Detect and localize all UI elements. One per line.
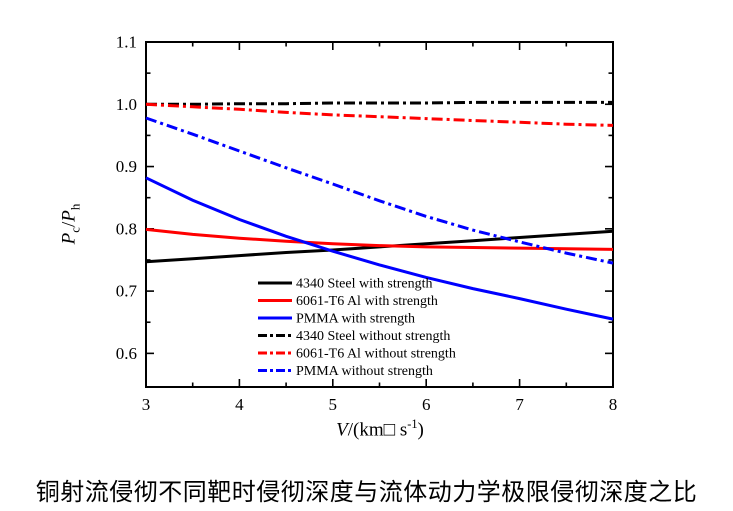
series-line-6	[145, 116, 614, 265]
ylabel-symbol-2: P	[58, 210, 80, 222]
x-tick-label: 6	[422, 395, 431, 414]
y-tick-label: 0.8	[116, 219, 137, 238]
x-tick-label: 8	[609, 395, 618, 414]
axis-ticks	[145, 41, 614, 387]
x-tick-label: 7	[515, 395, 524, 414]
y-tick-label: 0.9	[116, 157, 137, 176]
xlabel-units: /(km□ s	[347, 419, 408, 441]
ylabel-subscript-h: h	[67, 203, 83, 211]
legend-label: PMMA without strength	[296, 364, 433, 379]
series-line-5	[145, 102, 614, 127]
legend-item-1: 4340 Steel with strength	[258, 277, 433, 292]
y-tick-label: 1.1	[116, 33, 137, 52]
legend-item-5: 6061-T6 Al without strength	[258, 347, 456, 362]
y-tick-label: 1.0	[116, 95, 137, 114]
series-line-3	[145, 176, 614, 321]
y-axis-label: Pc/Ph	[59, 204, 84, 245]
y-tick-labels: 0.6 0.7 0.8 0.9 1.0 1.1	[116, 33, 138, 363]
ylabel-subscript-c: c	[67, 227, 83, 233]
figure-caption: 铜射流侵彻不同靶时侵彻深度与流体动力学极限侵彻深度之比	[35, 480, 698, 506]
xlabel-close-paren: )	[417, 419, 424, 441]
legend-item-2: 6061-T6 Al with strength	[258, 294, 438, 309]
legend-label: 6061-T6 Al with strength	[296, 294, 438, 309]
legend-label: 4340 Steel without strength	[296, 329, 450, 344]
legend-item-3: PMMA with strength	[258, 312, 415, 327]
line-chart-canvas: 3 4 5 6 7 8 0.6 0.7 0.8 0.9 1.0 1.1 4340 Steel with …	[116, 33, 618, 415]
legend-item-6: PMMA without strength	[258, 364, 433, 379]
x-tick-label: 4	[235, 395, 244, 414]
x-tick-label: 5	[329, 395, 338, 414]
x-tick-label: 3	[142, 395, 151, 414]
series-line-4	[146, 100, 613, 106]
legend-item-4: 4340 Steel without strength	[258, 329, 450, 344]
xlabel-symbol: V	[336, 419, 348, 441]
x-axis-label: V/(km□ s-1)	[336, 417, 424, 441]
legend-label: 4340 Steel with strength	[296, 277, 433, 292]
ylabel-slash: /	[58, 221, 80, 227]
series-line-2	[145, 227, 614, 251]
y-tick-label: 0.6	[116, 344, 137, 363]
ylabel-symbol: P	[58, 232, 80, 245]
legend-label: 6061-T6 Al without strength	[296, 347, 456, 362]
y-tick-label: 0.7	[116, 282, 138, 301]
legend-label: PMMA with strength	[296, 312, 415, 327]
x-tick-labels: 3 4 5 6 7 8	[142, 395, 618, 414]
xlabel-exponent: -1	[407, 417, 418, 431]
legend: 4340 Steel with strength 6061-T6 Al with …	[258, 277, 456, 379]
